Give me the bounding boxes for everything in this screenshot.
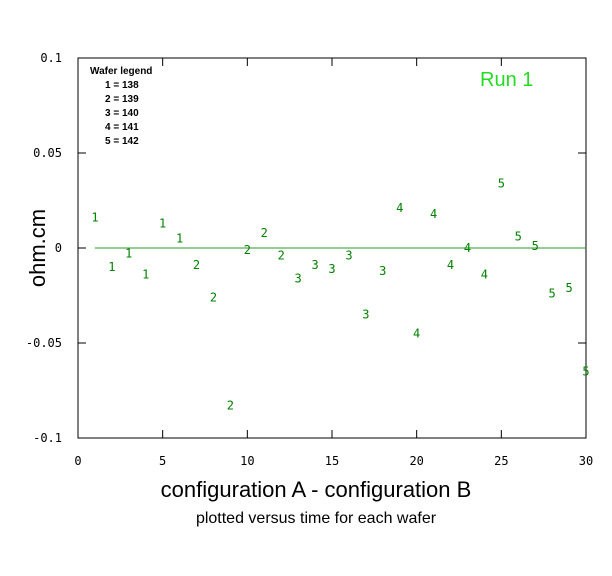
- legend-entry: 1 = 138: [105, 80, 139, 91]
- x-tick-label: 20: [409, 454, 423, 468]
- legend-entry: 3 = 140: [105, 108, 139, 119]
- data-point: 3: [295, 271, 302, 285]
- data-point: 4: [464, 241, 471, 255]
- y-tick-label: 0: [55, 241, 62, 255]
- data-point: 3: [362, 308, 369, 322]
- y-tick-label: 0.1: [40, 51, 62, 65]
- data-point: 2: [244, 243, 251, 257]
- legend-title: Wafer legend: [90, 66, 152, 77]
- data-point: 3: [345, 249, 352, 263]
- x-tick-label: 30: [579, 454, 593, 468]
- x-axis-subtitle: plotted versus time for each wafer: [196, 510, 437, 527]
- data-point: 4: [413, 327, 420, 341]
- x-tick-label: 5: [159, 454, 166, 468]
- data-point: 1: [159, 216, 166, 230]
- y-axis: -0.1 -0.05 0 0.05 0.1: [26, 51, 586, 445]
- y-axis-label: ohm.cm: [25, 209, 50, 287]
- y-tick-label: 0.05: [33, 146, 62, 160]
- data-point: 1: [108, 260, 115, 274]
- x-axis-label: configuration A - configuration B: [161, 477, 472, 502]
- x-tick-label: 25: [494, 454, 508, 468]
- data-point: 4: [447, 258, 454, 272]
- x-tick-label: 15: [325, 454, 339, 468]
- run-annotation: Run 1: [480, 69, 533, 91]
- x-tick-label: 10: [240, 454, 254, 468]
- data-point: 3: [328, 262, 335, 276]
- data-point: 1: [91, 211, 98, 225]
- x-axis: 0 5 10 15 20 25 30: [74, 58, 593, 468]
- data-point: 1: [176, 232, 183, 246]
- data-point: 2: [210, 290, 217, 304]
- legend-entry: 5 = 142: [105, 136, 139, 147]
- data-point: 3: [379, 264, 386, 278]
- y-tick-label: -0.05: [26, 336, 62, 350]
- data-point: 4: [481, 268, 488, 282]
- x-tick-label: 0: [74, 454, 81, 468]
- data-point: 2: [261, 226, 268, 240]
- data-point: 3: [311, 258, 318, 272]
- data-point: 1: [125, 247, 132, 261]
- data-point: 2: [227, 399, 234, 413]
- data-point: 2: [278, 249, 285, 263]
- wafer-legend: Wafer legend 1 = 138 2 = 139 3 = 140 4 = 14…: [90, 66, 152, 147]
- data-point: 5: [582, 365, 589, 379]
- data-point: 5: [549, 287, 556, 301]
- data-point: 5: [515, 230, 522, 244]
- data-point: 1: [142, 268, 149, 282]
- data-point: 4: [430, 207, 437, 221]
- y-tick-label: -0.1: [33, 431, 62, 445]
- legend-entry: 4 = 141: [105, 122, 139, 133]
- data-point: 4: [396, 201, 403, 215]
- data-point: 5: [498, 176, 505, 190]
- data-point: 5: [565, 281, 572, 295]
- data-point: 5: [532, 239, 539, 253]
- legend-entry: 2 = 139: [105, 94, 139, 105]
- data-point: 2: [193, 258, 200, 272]
